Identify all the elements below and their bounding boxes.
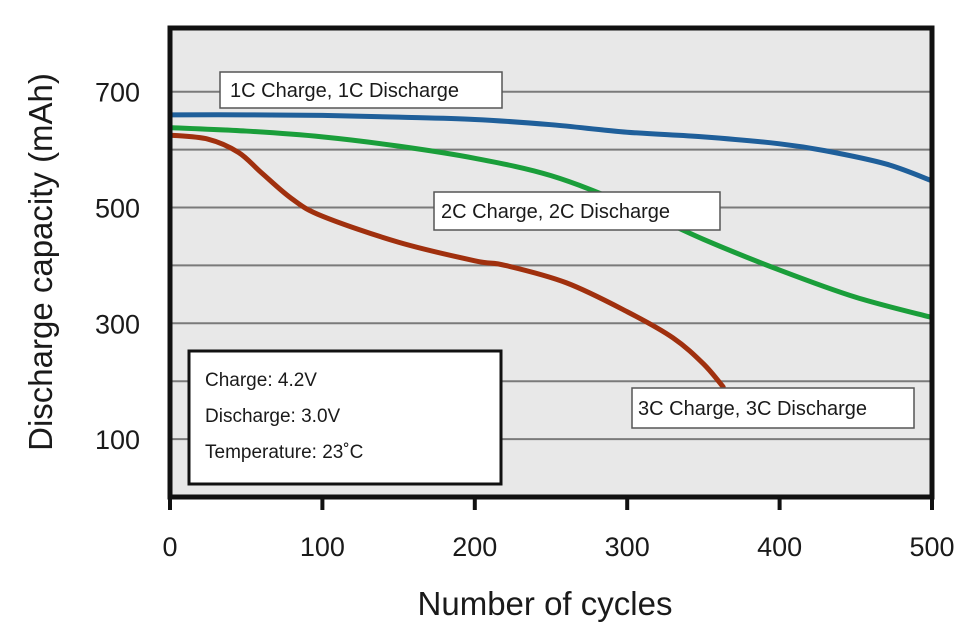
x-tick-label-400: 400 (757, 532, 802, 562)
label-3c: 3C Charge, 3C Discharge (631, 387, 915, 429)
series-lines (167, 112, 935, 390)
condition-discharge: Discharge: 3.0V (205, 406, 341, 427)
condition-charge: Charge: 4.2V (205, 370, 317, 391)
y-tick-label-700: 700 (95, 78, 140, 108)
conditions-box: Charge: 4.2V Discharge: 3.0V Temperature… (187, 349, 503, 486)
y-tick-label-500: 500 (95, 193, 140, 223)
x-tick-label-300: 300 (605, 532, 650, 562)
x-tick-label-100: 100 (300, 532, 345, 562)
series-line-1c (167, 112, 935, 184)
x-axis-label: Number of cycles (418, 585, 673, 622)
series-line-2c (167, 125, 935, 321)
y-tick-label-300: 300 (95, 309, 140, 339)
label-1c: 1C Charge, 1C Discharge (219, 71, 503, 109)
plot-frame (167, 25, 935, 500)
condition-temperature: Temperature: 23˚C (205, 442, 363, 463)
series-label-2c: 2C Charge, 2C Discharge (441, 201, 670, 223)
y-axis-ticks: 100 300 500 700 (95, 78, 140, 455)
x-axis-ticks: 0 100 200 300 400 500 (162, 497, 955, 562)
x-tick-label-0: 0 (162, 532, 177, 562)
y-tick-label-100: 100 (95, 425, 140, 455)
series-label-3c: 3C Charge, 3C Discharge (638, 398, 867, 420)
x-tick-label-500: 500 (909, 532, 954, 562)
y-axis-label: Discharge capacity (mAh) (22, 73, 59, 451)
series-label-1c: 1C Charge, 1C Discharge (230, 80, 459, 102)
x-tick-label-200: 200 (452, 532, 497, 562)
label-2c: 2C Charge, 2C Discharge (433, 191, 721, 231)
series-line-3c (167, 132, 726, 390)
